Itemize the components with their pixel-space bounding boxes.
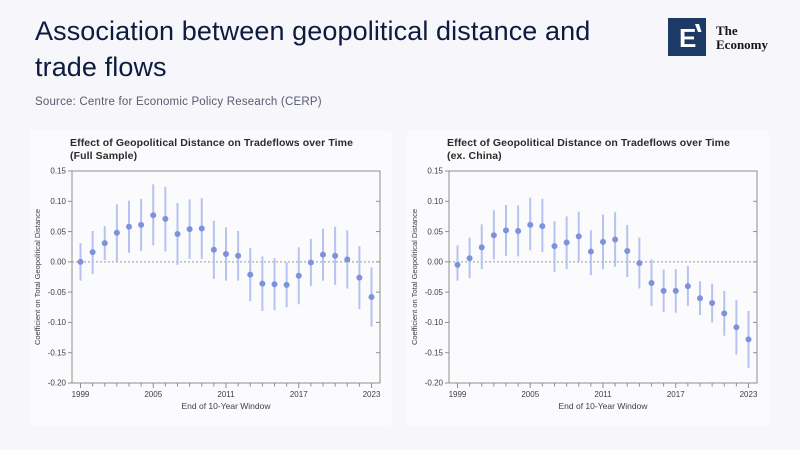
- svg-text:-0.20: -0.20: [425, 379, 444, 388]
- logo-text-line1: The: [716, 23, 738, 38]
- chart-panel-full-sample: Effect of Geopolitical Distance on Trade…: [30, 131, 392, 425]
- header: Association between geopolitical distanc…: [35, 14, 768, 109]
- svg-text:2023: 2023: [740, 390, 758, 399]
- svg-text:-0.20: -0.20: [48, 379, 67, 388]
- svg-text:-0.15: -0.15: [425, 349, 444, 358]
- errorbar-chart-ex-china: 0.15 0.10 0.05 0.00 -0.05 -0.10 -0.15 -0.20 1999…: [410, 167, 758, 411]
- svg-text:-0.10: -0.10: [48, 318, 67, 327]
- errorbar-chart-full-sample: 0.15 0.10 0.05 0.00 -0.05 -0.10 -0.15 -0.20 1999…: [33, 167, 381, 411]
- svg-text:2023: 2023: [363, 390, 381, 399]
- chart-title-line2: (ex. China): [447, 150, 502, 163]
- logo-apostrophe: [695, 24, 702, 32]
- svg-text:2017: 2017: [290, 390, 308, 399]
- logo-letter: E: [679, 23, 696, 53]
- svg-text:End of 10-Year Window: End of 10-Year Window: [182, 401, 272, 411]
- logo-text-line2: Economy: [716, 37, 768, 53]
- svg-text:2005: 2005: [521, 390, 539, 399]
- the-economy-logo: E The Economy: [668, 18, 768, 58]
- chart-title-line1: Effect of Geopolitical Distance on Trade…: [70, 137, 354, 149]
- svg-text:0.00: 0.00: [50, 258, 66, 267]
- svg-text:0.15: 0.15: [427, 167, 443, 176]
- logo-e-mark-icon: E: [668, 18, 706, 56]
- svg-text:2011: 2011: [217, 390, 235, 399]
- charts-row: Effect of Geopolitical Distance on Trade…: [30, 131, 770, 427]
- svg-text:1999: 1999: [72, 390, 90, 399]
- chart-title-line2: (Full Sample): [70, 150, 138, 163]
- svg-text:2011: 2011: [594, 390, 612, 399]
- chart-title-full-sample: Effect of Geopolitical Distance on Trade…: [70, 137, 388, 163]
- source-line: Source: Centre for Economic Policy Resea…: [35, 96, 322, 109]
- svg-text:2017: 2017: [667, 390, 685, 399]
- logo-square: [668, 18, 706, 56]
- svg-text:-0.10: -0.10: [425, 318, 444, 327]
- svg-text:Coefficient on Total Geopoliti: Coefficient on Total Geopolitical Distan…: [410, 209, 419, 345]
- svg-text:Coefficient on Total Geopoliti: Coefficient on Total Geopolitical Distan…: [33, 209, 42, 345]
- svg-text:0.10: 0.10: [50, 197, 66, 206]
- svg-text:End of 10-Year Window: End of 10-Year Window: [559, 401, 649, 411]
- svg-text:0.05: 0.05: [427, 228, 443, 237]
- svg-text:1999: 1999: [449, 390, 467, 399]
- svg-text:-0.05: -0.05: [425, 288, 444, 297]
- chart-title-ex-china: Effect of Geopolitical Distance on Trade…: [447, 137, 765, 163]
- svg-text:0.05: 0.05: [50, 228, 66, 237]
- chart-panel-ex-china: Effect of Geopolitical Distance on Trade…: [407, 131, 769, 425]
- logo-text: The Economy: [716, 23, 768, 53]
- svg-text:0.15: 0.15: [50, 167, 66, 176]
- chart-title-line1: Effect of Geopolitical Distance on Trade…: [447, 137, 731, 149]
- svg-text:0.00: 0.00: [427, 258, 443, 267]
- svg-text:-0.05: -0.05: [48, 288, 67, 297]
- page-title: Association between geopolitical distanc…: [35, 16, 591, 82]
- svg-text:2005: 2005: [144, 390, 162, 399]
- svg-text:0.10: 0.10: [427, 197, 443, 206]
- svg-text:-0.15: -0.15: [48, 349, 67, 358]
